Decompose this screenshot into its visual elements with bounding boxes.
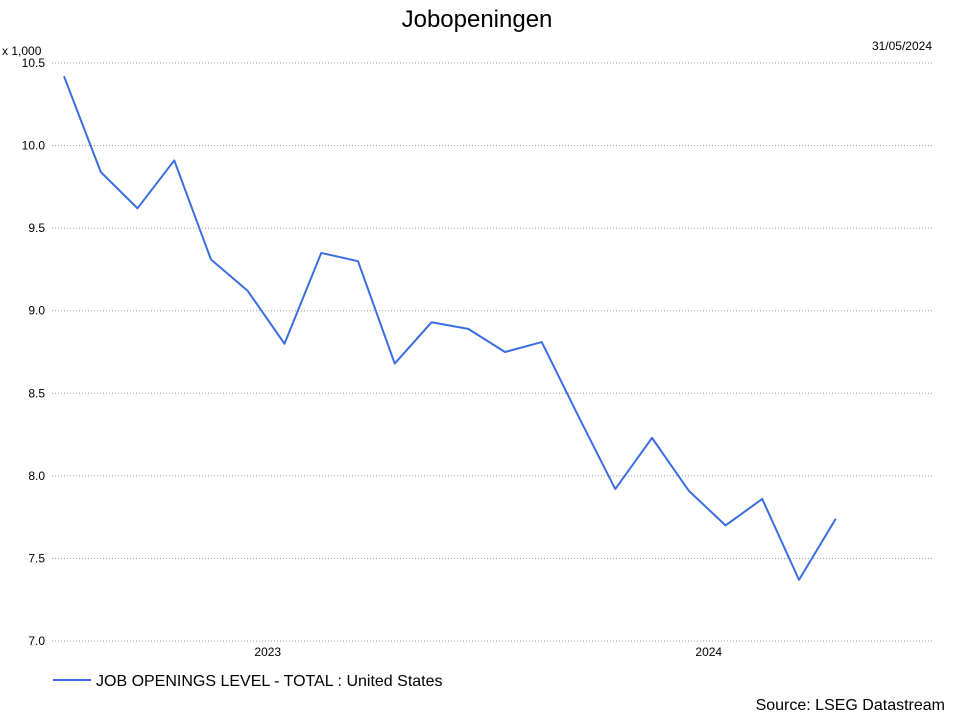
y-tick-label: 7.5 [28,551,45,565]
y-tick-label: 10.5 [22,56,46,70]
chart-title: Jobopeningen [402,6,553,33]
date-label: 31/05/2024 [872,39,932,53]
y-tick-label: 8.5 [28,386,45,400]
data-line [63,75,837,581]
x-tick-label: 2024 [695,645,722,659]
legend-label: JOB OPENINGS LEVEL - TOTAL : United Stat… [96,673,443,690]
x-tick-label: 2023 [254,645,281,659]
y-tick-label: 7.0 [28,634,45,648]
y-tick-label: 10.0 [22,139,46,153]
unit-label: x 1,000 [2,44,42,58]
y-tick-label: 9.0 [28,304,45,318]
y-tick-label: 9.5 [28,221,45,235]
source: Source: LSEG Datastream [756,697,945,714]
y-tick-label: 8.0 [28,469,45,483]
